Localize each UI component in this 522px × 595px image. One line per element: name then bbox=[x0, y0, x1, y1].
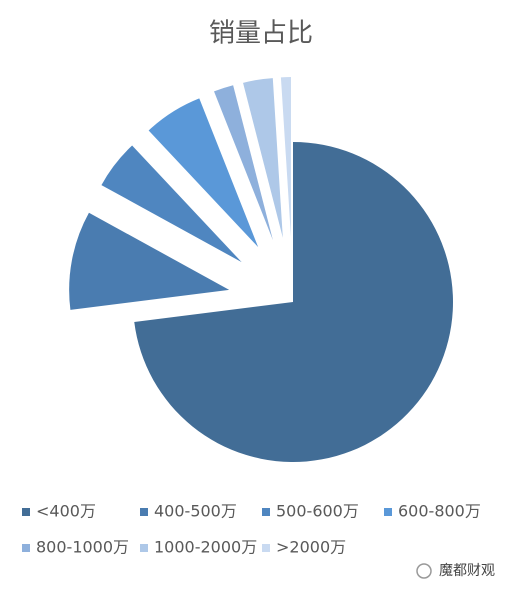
legend-swatch bbox=[22, 508, 30, 516]
pie-slice bbox=[69, 212, 230, 310]
watermark: 魔都财观 bbox=[439, 563, 495, 579]
legend-swatch bbox=[140, 544, 148, 552]
pie-slice bbox=[214, 85, 273, 241]
watermark-icon bbox=[416, 563, 432, 579]
legend-label: 800-1000万 bbox=[36, 538, 129, 557]
legend-label: 500-600万 bbox=[276, 502, 359, 521]
legend-label: <400万 bbox=[36, 502, 96, 521]
pie-slice bbox=[148, 98, 259, 248]
chart-title: 销量占比 bbox=[209, 19, 313, 49]
legend-swatch bbox=[262, 544, 270, 552]
legend-label: 400-500万 bbox=[154, 502, 237, 521]
legend-swatch bbox=[140, 508, 148, 516]
legend-swatch bbox=[262, 508, 270, 516]
pie-slice bbox=[280, 77, 291, 238]
legend-swatch bbox=[22, 544, 30, 552]
legend-label: 600-800万 bbox=[398, 502, 481, 521]
legend-label: >2000万 bbox=[276, 538, 346, 557]
legend-label: 1000-2000万 bbox=[154, 538, 257, 557]
pie-slice bbox=[134, 142, 453, 463]
legend-swatch bbox=[384, 508, 392, 516]
pie-slice bbox=[243, 78, 283, 238]
pie-slice bbox=[101, 145, 242, 263]
